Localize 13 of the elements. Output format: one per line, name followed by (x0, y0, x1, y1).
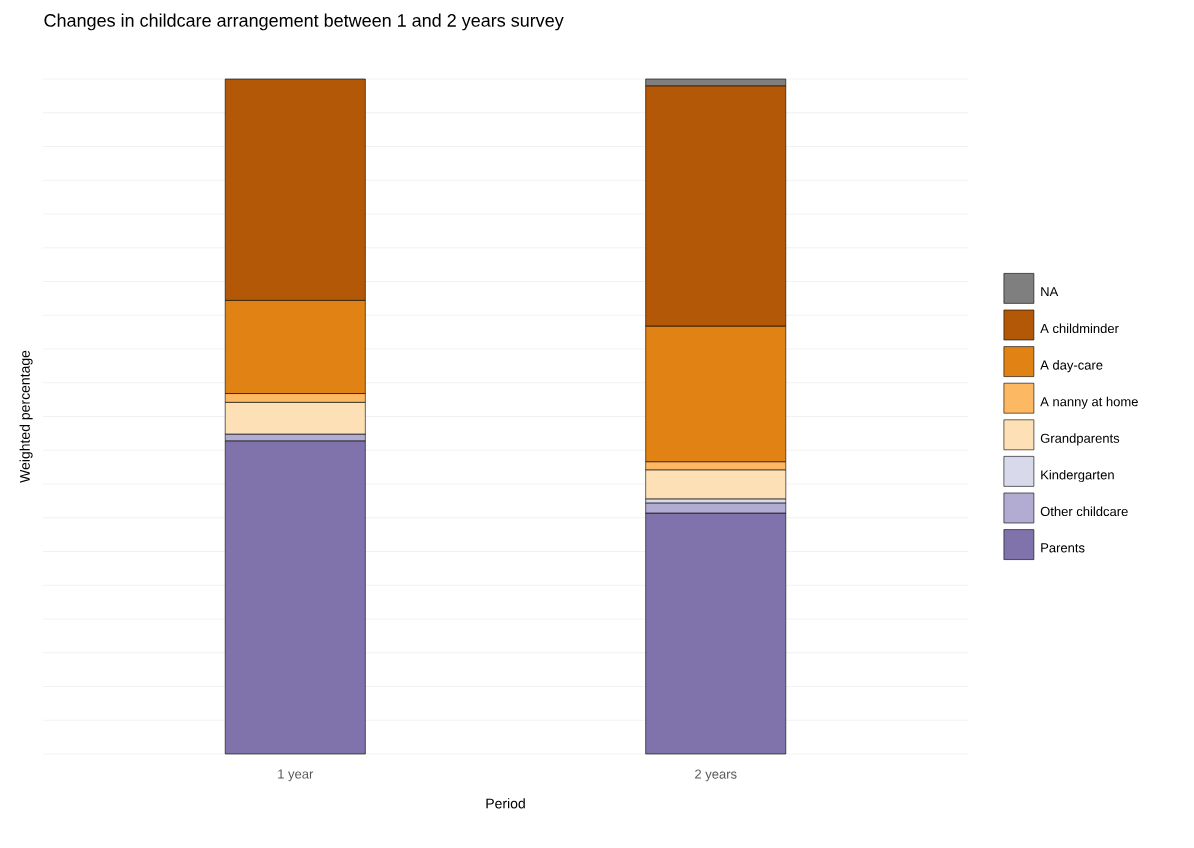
legend-label: NA (1041, 287, 1059, 297)
x-tick-label: 2 years (695, 769, 737, 782)
legend-label: Grandparents (1040, 433, 1120, 446)
x-axis-title: Period (486, 798, 525, 809)
legend-label: Parents (1041, 543, 1085, 553)
legend-label: Other childcare (1040, 506, 1128, 517)
legend-label: A nanny at home (1040, 396, 1138, 409)
legend-label: Kindergarten (1041, 469, 1114, 483)
x-tick-label: 1 year (278, 769, 314, 782)
chart-title: Changes in childcare arrangement between 1 and 2 years survey (44, 13, 564, 31)
legend-label: A day-care (1040, 360, 1103, 373)
legend-label: A childminder (1040, 323, 1119, 334)
y-axis-title: Weighted percentage (19, 350, 33, 483)
